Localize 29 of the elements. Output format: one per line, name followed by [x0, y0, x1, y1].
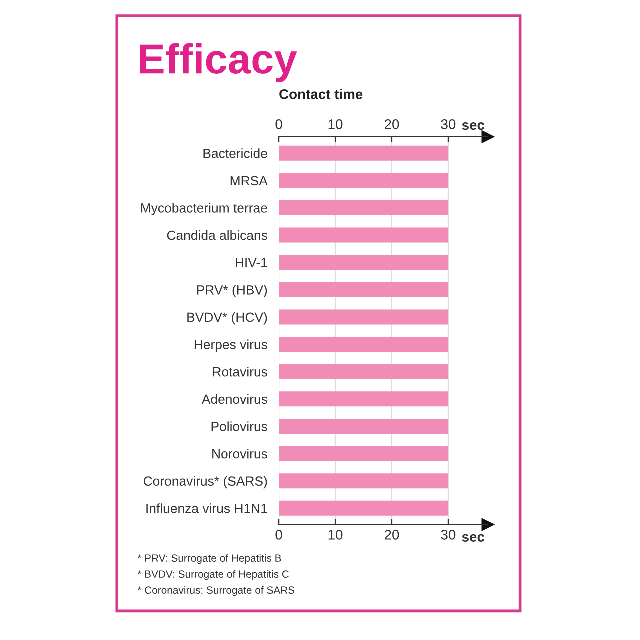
y-tick-label: Norovirus: [212, 449, 268, 459]
x-tick-label: 10: [328, 530, 343, 540]
x2-tick-label: 30: [441, 120, 456, 130]
y-tick-label: MRSA: [230, 176, 268, 186]
y-tick-label: Adenovirus: [202, 394, 268, 404]
y-tick-label: Candida albicans: [167, 230, 268, 240]
x2-tick-label: 0: [276, 120, 282, 130]
y-tick-label: Bactericide: [204, 148, 268, 158]
chart-title: Efficacy: [140, 43, 298, 82]
x-tick-label: 30: [441, 530, 456, 540]
x2-tick-label: 20: [384, 120, 400, 130]
y-tick-label: HIV-1: [236, 258, 268, 268]
y-tick-label: Herpes virus: [194, 340, 268, 352]
x-axis-title: sec: [462, 534, 485, 542]
y-tick-label: Mycobacterium terrae: [141, 203, 268, 216]
y-tick-label: Poliovirus: [212, 422, 268, 432]
y-tick-label: Influenza virus H1N1: [146, 504, 268, 514]
x-tick-label: 20: [384, 530, 400, 540]
x2-axis-title: sec: [462, 122, 485, 130]
x-tick-label: 0: [276, 530, 282, 540]
y-tick-label: Rotavirus: [213, 367, 268, 377]
chart-subtitle: Contact time: [280, 89, 363, 100]
text: * Coronavirus: Surrogate of SARS: [138, 586, 295, 596]
x2-tick-label: 10: [328, 120, 343, 130]
text: * BVDV: Surrogate of Hepatitis C: [138, 570, 290, 580]
y-tick-label: BVDV* (HCV): [188, 312, 268, 325]
y-tick-label: PRV* (HBV): [197, 285, 268, 298]
text: * PRV: Surrogate of Hepatitis B: [138, 554, 282, 564]
y-tick-label: Coronavirus* (SARS): [144, 476, 268, 489]
